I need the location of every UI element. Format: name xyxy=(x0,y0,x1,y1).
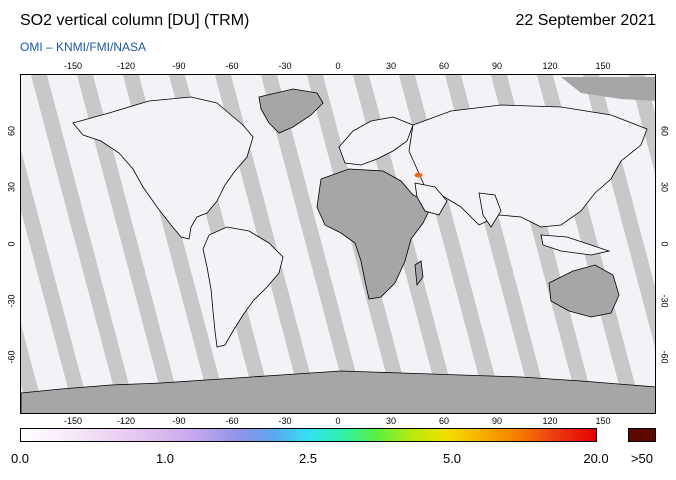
so2-hotspot xyxy=(414,172,423,178)
india xyxy=(478,192,502,228)
bottom-lon-tick: 0 xyxy=(335,416,341,426)
swath-gap xyxy=(21,150,91,413)
right-lat-tick: 30 xyxy=(659,182,670,193)
europe xyxy=(338,116,414,166)
left-lat-tick: 0 xyxy=(6,241,17,247)
madagascar xyxy=(414,260,424,287)
colorbar-label: 0.0 xyxy=(10,451,30,466)
map-date: 22 September 2021 xyxy=(515,12,656,29)
top-lon-tick: -90 xyxy=(172,61,186,71)
top-lon-tick: 30 xyxy=(385,61,397,71)
swath-gap xyxy=(21,324,45,413)
arctic-no-data xyxy=(561,77,655,101)
left-lat-tick: 60 xyxy=(6,125,17,136)
colorbar-label: 2.5 xyxy=(298,451,318,466)
top-lon-tick: -60 xyxy=(225,61,239,71)
bottom-lon-tick: 30 xyxy=(385,416,397,426)
bottom-lon-tick: -120 xyxy=(116,416,136,426)
top-lon-tick: -150 xyxy=(63,61,83,71)
maritime-southeast-asia xyxy=(540,234,611,256)
colorbar-overflow-swatch xyxy=(628,428,656,442)
data-credit: OMI – KNMI/FMI/NASA xyxy=(20,40,147,54)
colorbar-label: 1.0 xyxy=(155,451,175,466)
left-lat-tick: 30 xyxy=(6,182,17,193)
swath-gap xyxy=(31,75,137,413)
bottom-lon-tick: 120 xyxy=(542,416,558,426)
bottom-lon-tick: -60 xyxy=(225,416,239,426)
swath-gap xyxy=(77,75,183,413)
colorbar-label: 5.0 xyxy=(442,451,462,466)
greenland xyxy=(258,88,324,134)
so2-colorbar xyxy=(20,428,597,442)
bottom-lon-tick: -30 xyxy=(278,416,292,426)
top-lon-tick: 60 xyxy=(438,61,450,71)
top-lon-tick: 0 xyxy=(335,61,341,71)
right-lat-tick: 60 xyxy=(659,125,670,136)
arabian-peninsula xyxy=(414,182,448,216)
africa xyxy=(316,168,434,300)
left-lat-tick: -30 xyxy=(6,294,17,308)
so2-hotspot-mark xyxy=(414,172,423,178)
australia xyxy=(548,264,620,318)
top-lon-tick: 120 xyxy=(542,61,558,71)
map-canvas xyxy=(21,75,655,413)
colorbar-label: 20.0 xyxy=(583,451,609,466)
swath-gap xyxy=(261,75,367,413)
so2-map xyxy=(20,74,656,414)
top-lon-tick: -30 xyxy=(278,61,292,71)
bottom-lon-tick: 150 xyxy=(595,416,611,426)
top-lon-tick: 90 xyxy=(491,61,503,71)
right-lat-tick: -60 xyxy=(659,350,670,364)
top-lon-tick: -120 xyxy=(116,61,136,71)
right-lat-tick: 0 xyxy=(659,241,670,247)
north-america xyxy=(72,96,254,240)
top-lon-tick: 150 xyxy=(595,61,611,71)
bottom-lon-tick: -150 xyxy=(63,416,83,426)
colorbar-overflow-label: >50 xyxy=(630,451,654,466)
map-title: SO2 vertical column [DU] (TRM) xyxy=(20,12,250,29)
landmasses xyxy=(21,77,655,413)
bottom-lon-tick: 60 xyxy=(438,416,450,426)
south-america xyxy=(202,226,284,348)
bottom-lon-tick: 90 xyxy=(491,416,503,426)
left-lat-tick: -60 xyxy=(6,350,17,364)
right-lat-tick: -30 xyxy=(659,294,670,308)
antarctica xyxy=(21,370,655,413)
bottom-lon-tick: -90 xyxy=(172,416,186,426)
